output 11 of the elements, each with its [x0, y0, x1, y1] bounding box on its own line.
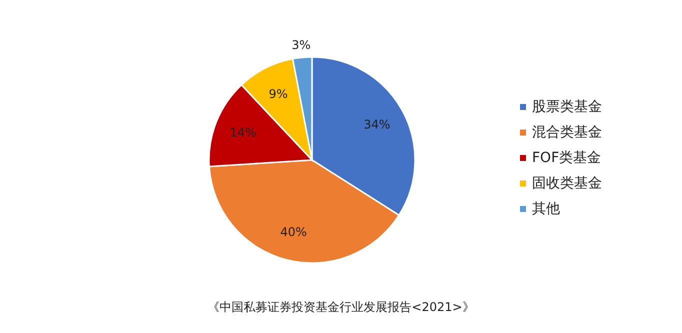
- text: 《中国私募证券投资基金行业发展报告<2021>》: [208, 300, 474, 314]
- data-label: 9%: [268, 86, 288, 101]
- legend-label: 混合类基金: [532, 124, 602, 140]
- legend-label: 固收类基金: [532, 176, 602, 192]
- legend-label: 其他: [532, 201, 560, 217]
- data-label: 3%: [292, 38, 311, 52]
- data-label: 34%: [364, 117, 390, 132]
- legend-label: 股票类基金: [532, 99, 602, 115]
- data-label: 14%: [230, 126, 256, 140]
- legend-label: FOF类基金: [532, 150, 602, 166]
- data-label: 40%: [280, 224, 307, 239]
